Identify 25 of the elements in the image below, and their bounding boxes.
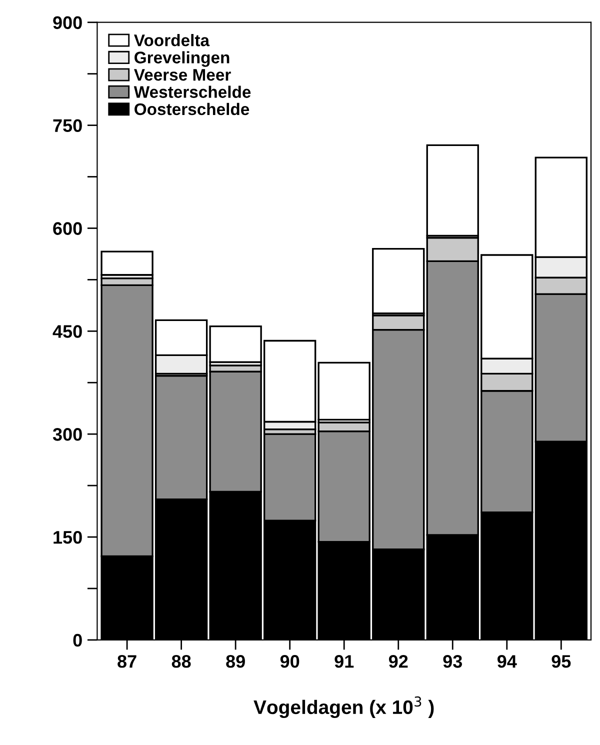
legend-label: Westerschelde [134,86,251,98]
y-tick-label: 450 [52,325,82,338]
x-tick-label: 87 [118,655,136,668]
y-tick-label: 750 [53,119,82,132]
legend-label: Veerse Meer [134,69,231,81]
x-tick-label: 91 [334,655,354,668]
y-tick-label: 0 [73,634,82,647]
x-tick-label: 89 [226,655,245,668]
x-tick-label: 88 [172,655,191,668]
x-tick-label: 92 [388,655,408,668]
legend-label: Voordelta [134,34,210,46]
bar [426,144,479,237]
x-tick-label: 93 [443,655,462,668]
x-tick-label: 95 [552,655,571,668]
x-axis-title: Vogeldagen (x 10$^{3}$ ) [254,696,434,718]
legend-label: Oosterschelde [134,102,250,116]
y-tick-label: 600 [53,222,82,235]
y-tick-label: 300 [52,428,82,441]
bar [100,250,154,276]
y-tick-label: 150 [54,530,82,544]
legend-label: Grevelingen [134,51,230,67]
y-tick-label: 900 [53,16,82,30]
x-tick-label: 94 [497,655,517,668]
bar [372,248,425,314]
x-tick-label: 90 [280,655,300,668]
